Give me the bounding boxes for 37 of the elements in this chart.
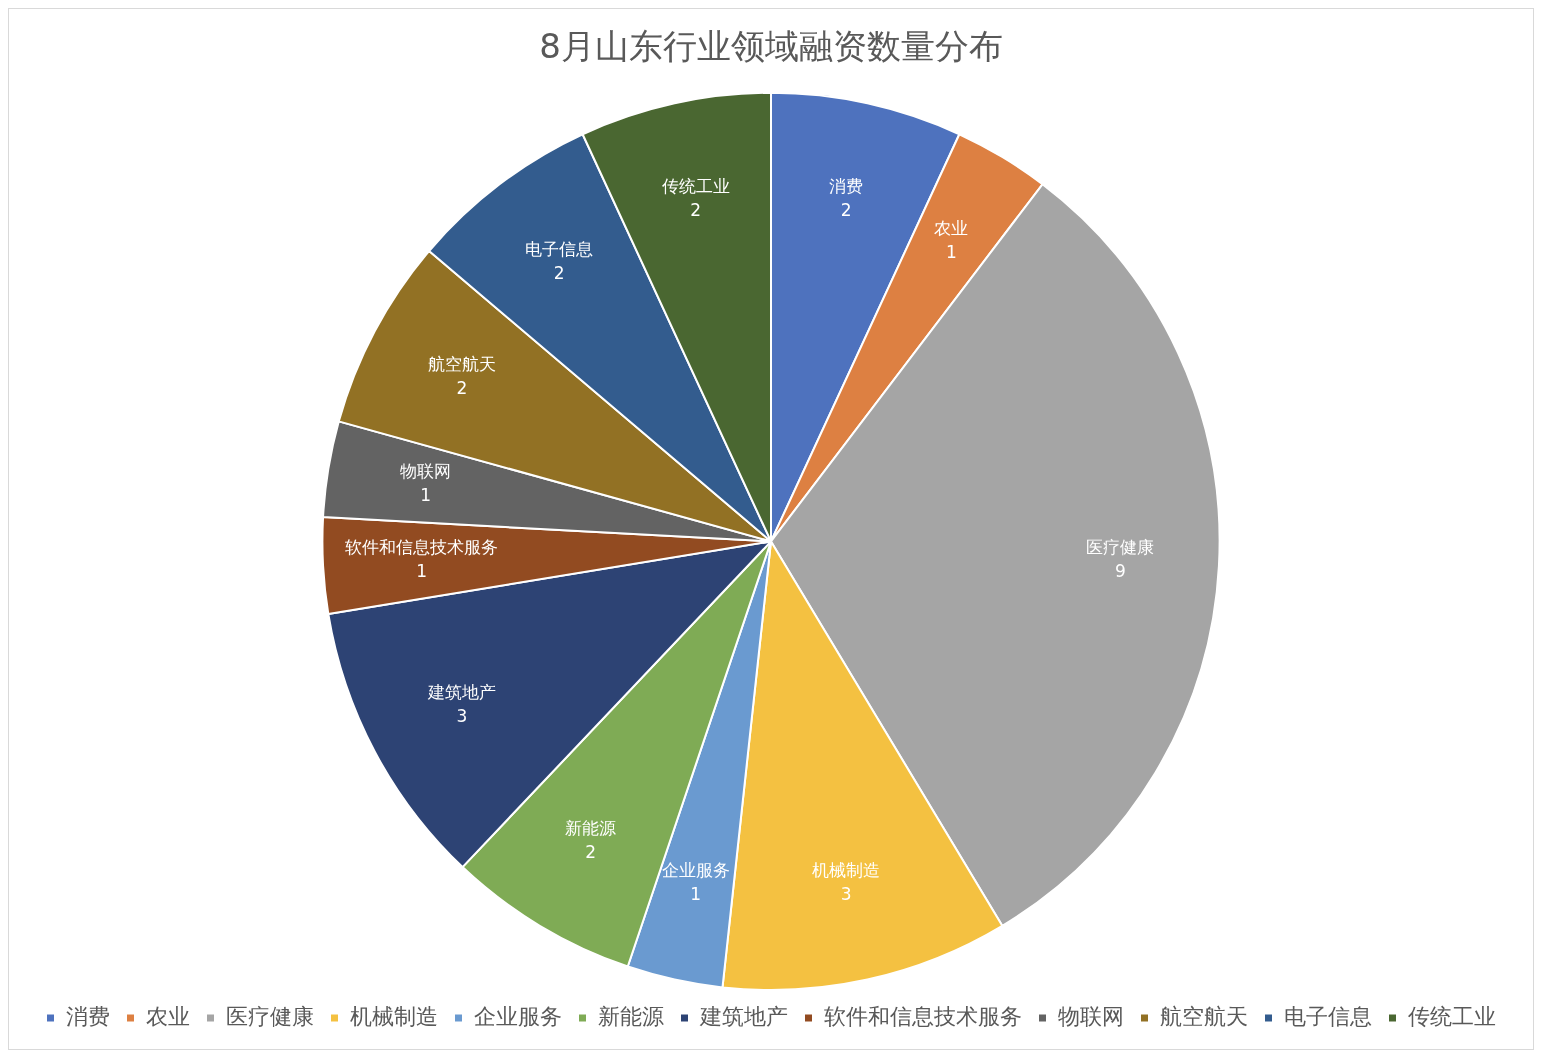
data-label: 1 xyxy=(420,485,432,506)
chart-title: 8月山东行业领域融资数量分布 xyxy=(539,26,1003,67)
data-label: 2 xyxy=(840,200,852,221)
slice-label: 建筑地产 xyxy=(426,681,496,702)
legend-label: 软件和信息技术服务 xyxy=(824,1003,1022,1029)
data-label: 1 xyxy=(945,242,957,262)
data-label: 9 xyxy=(1114,560,1126,581)
legend-label: 传统工业 xyxy=(1408,1003,1496,1029)
data-label: 2 xyxy=(456,377,468,398)
data-label: 2 xyxy=(690,200,702,221)
slice-label: 企业服务 xyxy=(661,859,730,880)
slice-label: 机械制造 xyxy=(812,859,881,880)
legend-label: 新能源 xyxy=(598,1003,664,1029)
data-label: 2 xyxy=(553,263,565,284)
slice-label: 软件和信息技术服务 xyxy=(345,536,499,557)
slice-label: 航空航天 xyxy=(427,353,496,374)
slice-label: 传统工业 xyxy=(661,176,730,197)
slice-label: 物联网 xyxy=(400,461,452,482)
legend-label: 消费 xyxy=(66,1003,110,1029)
slice-label: 消费 xyxy=(829,176,864,197)
legend-label: 农业 xyxy=(146,1003,190,1029)
legend-label: 企业服务 xyxy=(474,1003,562,1029)
legend-label: 医疗健康 xyxy=(226,1003,314,1029)
slice-label: 农业 xyxy=(934,218,969,238)
legend-label: 电子信息 xyxy=(1284,1003,1372,1029)
legend-label: 建筑地产 xyxy=(699,1003,788,1029)
legend-label: 航空航天 xyxy=(1160,1003,1248,1029)
data-label: 2 xyxy=(585,841,597,862)
legend-label: 物联网 xyxy=(1058,1003,1124,1029)
data-label: 1 xyxy=(416,560,428,581)
data-label: 1 xyxy=(690,883,702,904)
slice-label: 电子信息 xyxy=(525,239,594,260)
data-label: 3 xyxy=(840,883,852,904)
data-label: 3 xyxy=(456,705,468,726)
slice-label: 新能源 xyxy=(565,817,617,838)
slice-label: 医疗健康 xyxy=(1086,536,1155,557)
legend-label: 机械制造 xyxy=(350,1003,438,1029)
